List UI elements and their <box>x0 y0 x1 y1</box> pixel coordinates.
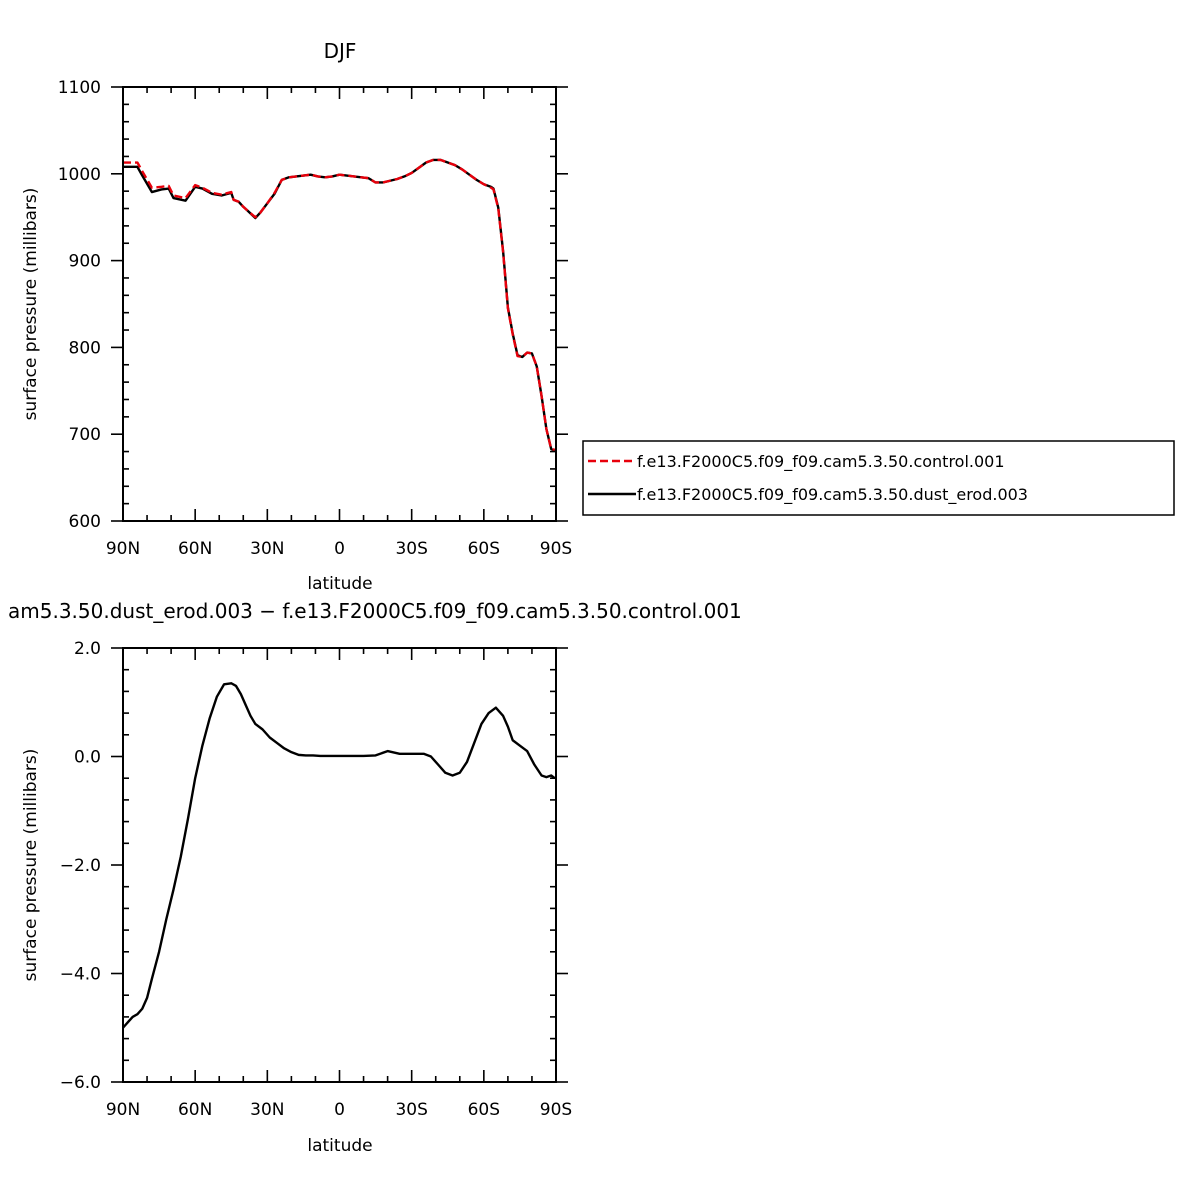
top-x-tick-label: 0 <box>334 539 345 559</box>
bottom-panel: am5.3.50.dust_erod.003 − f.e13.F2000C5.f… <box>8 599 742 1156</box>
top-series-group <box>123 158 556 452</box>
legend-label-control: f.e13.F2000C5.f09_f09.cam5.3.50.control.… <box>637 452 1005 472</box>
bottom-x-tick-label: 60S <box>468 1100 500 1120</box>
bottom-y-tick-label: −2.0 <box>60 856 101 876</box>
top-x-tick-label: 90S <box>540 539 572 559</box>
bottom-x-tick-label: 30S <box>395 1100 427 1120</box>
top-panel: DJF 90N 60N 30N 0 30S 60S 90S 600 700 800 900 1000 1… <box>21 39 572 594</box>
bottom-y-tick-label: −6.0 <box>60 1073 101 1093</box>
bottom-x-tick-label: 30N <box>250 1100 284 1120</box>
top-series-line-0 <box>123 158 556 451</box>
top-plot-title: DJF <box>324 39 357 63</box>
top-y-tick-label: 1100 <box>58 78 101 98</box>
bottom-tick-group: 90N 60N 30N 0 30S 60S 90S −6.0 −4.0 −2.0 0.0 2.0 <box>60 639 573 1120</box>
legend: f.e13.F2000C5.f09_f09.cam5.3.50.control.… <box>582 440 1175 516</box>
top-y-tick-label: 800 <box>69 338 101 358</box>
bottom-x-axis-label: latitude <box>307 1136 372 1156</box>
top-x-tick-label: 60S <box>468 539 500 559</box>
bottom-y-tick-label: −4.0 <box>60 965 101 985</box>
top-y-tick-label: 900 <box>69 252 101 272</box>
legend-label-dust-erod: f.e13.F2000C5.f09_f09.cam5.3.50.dust_ero… <box>637 485 1028 505</box>
legend-box <box>582 440 1175 516</box>
bottom-x-tick-label: 60N <box>178 1100 212 1120</box>
top-x-axis-label: latitude <box>307 574 372 594</box>
top-plot-frame <box>122 86 557 522</box>
top-x-tick-label: 60N <box>178 539 212 559</box>
bottom-x-tick-label: 90N <box>106 1100 140 1120</box>
top-x-tick-label: 30N <box>250 539 284 559</box>
bottom-series-line-0 <box>122 682 556 1029</box>
top-tick-group: 90N 60N 30N 0 30S 60S 90S 600 700 800 900 1000 1100 <box>58 78 572 559</box>
top-series-line-1 <box>123 158 556 452</box>
bottom-y-tick-label: 0.0 <box>74 748 101 768</box>
bottom-series-group <box>122 682 556 1029</box>
bottom-x-tick-label: 90S <box>540 1100 572 1120</box>
top-x-tick-label: 90N <box>106 539 140 559</box>
top-y-tick-label: 700 <box>69 425 101 445</box>
top-y-tick-label: 600 <box>69 512 101 532</box>
bottom-y-tick-label: 2.0 <box>74 639 101 659</box>
top-x-tick-label: 30S <box>395 539 427 559</box>
bottom-y-axis-label: surface pressure (millibars) <box>21 749 41 982</box>
bottom-x-tick-label: 0 <box>334 1100 345 1120</box>
top-y-axis-label: surface pressure (millibars) <box>21 188 41 421</box>
bottom-plot-frame <box>122 647 557 1083</box>
top-y-tick-label: 1000 <box>58 165 101 185</box>
bottom-plot-title: am5.3.50.dust_erod.003 − f.e13.F2000C5.f… <box>8 599 742 623</box>
